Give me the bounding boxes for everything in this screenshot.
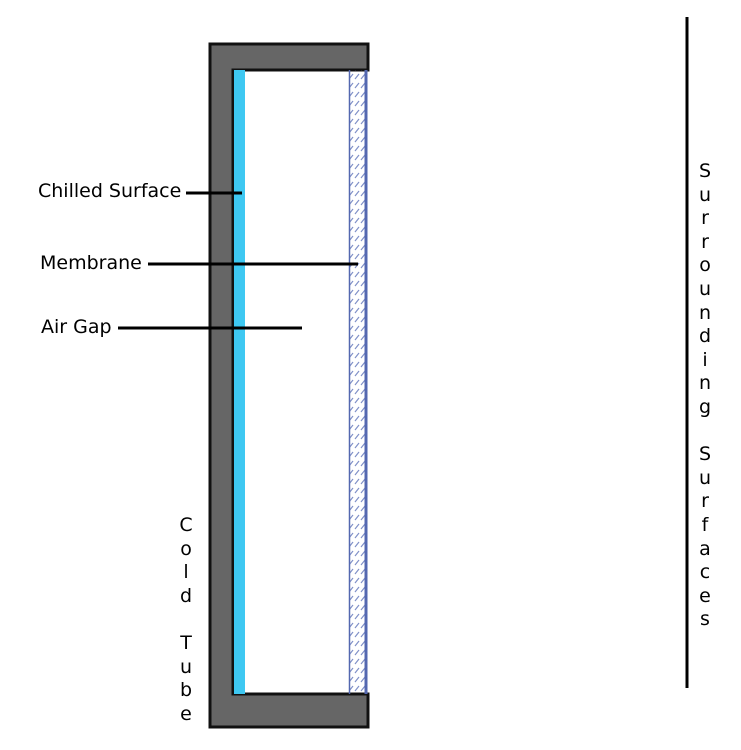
vertical-letter: i [702,348,708,371]
vertical-letter: d [698,325,712,348]
vertical-letter: o [180,537,192,560]
membrane-layer [349,70,367,694]
vertical-letter: l [183,561,189,584]
tube-wall [208,42,370,729]
vertical-letter: f [701,513,709,536]
vertical-letter: a [699,537,711,560]
vertical-letter: u [698,183,712,206]
chilled-surface-strip [234,70,245,694]
vertical-letter: s [700,608,710,631]
vertical-letter: T [180,631,192,654]
vertical-letter: r [701,207,709,230]
vertical-letter: n [698,301,712,324]
vertical-letter: o [699,254,711,277]
vertical-letter: S [698,443,712,466]
vertical-letter: C [179,514,193,536]
vertical-letter: e [180,702,192,725]
vertical-letter: g [698,395,712,418]
membrane-label: Membrane [40,252,142,274]
vertical-letter: d [179,584,193,607]
vertical-letter: u [698,466,712,489]
vertical-letter: b [179,679,193,702]
vertical-letter: e [699,584,711,607]
vertical-letter: r [701,230,709,253]
vertical-letter: u [698,277,712,300]
vertical-letter: n [698,372,712,395]
chilled-surface-label: Chilled Surface [38,180,182,202]
vertical-letter: u [179,655,193,678]
air-gap-label: Air Gap [41,316,112,338]
vertical-letter: S [698,160,712,182]
vertical-letter: r [701,490,709,513]
vertical-letter: c [699,561,711,584]
